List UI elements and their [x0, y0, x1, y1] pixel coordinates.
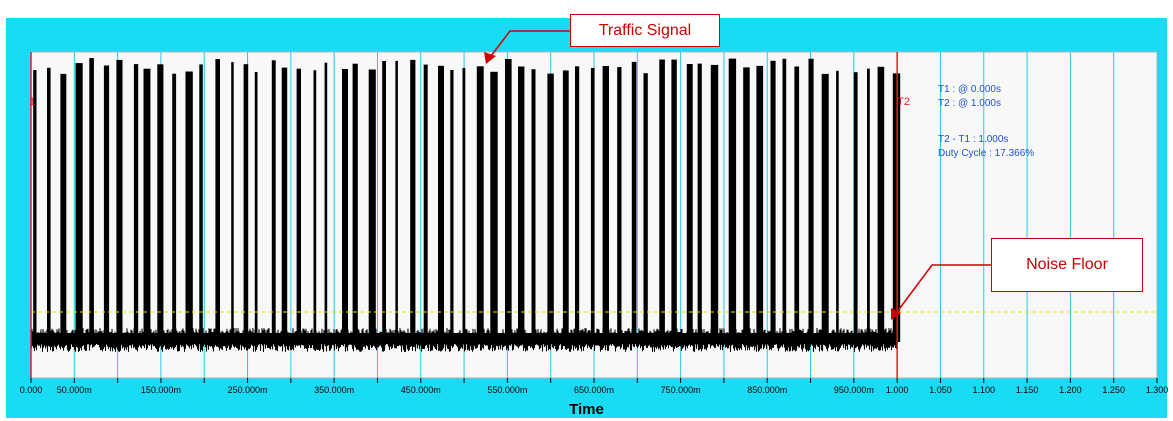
signal-burst — [47, 67, 51, 343]
x-tick-label: 850.000m — [747, 385, 787, 395]
signal-burst — [867, 68, 870, 342]
traffic-signal-arrow — [490, 30, 570, 57]
x-tick-label: 0.000 — [20, 385, 43, 395]
x-tick-label: 1.200 — [1059, 385, 1082, 395]
signal-burst — [547, 73, 554, 342]
x-axis-ticks: 0.000 50.000m 150.000m 250.000m 350.000m 450.… — [20, 378, 1169, 395]
signal-burst — [743, 67, 750, 343]
signal-burst — [296, 68, 301, 342]
duty-cycle-readout: Duty Cycle : 17.366% — [938, 148, 1035, 159]
signal-burst — [590, 67, 595, 343]
cursor-t2-label: T2 — [897, 96, 910, 108]
signal-burst — [575, 66, 580, 343]
signal-trace — [30, 58, 901, 353]
cursor-lines[interactable]: 1 T2 — [29, 52, 910, 378]
signal-burst — [324, 62, 328, 342]
x-tick-label: 350.000m — [314, 385, 354, 395]
signal-burst — [531, 69, 536, 342]
callout-arrows — [484, 30, 991, 320]
signal-burst — [671, 59, 677, 342]
signal-burst — [462, 68, 466, 342]
signal-burst — [133, 64, 139, 342]
signal-burst — [808, 58, 814, 342]
signal-burst — [518, 66, 525, 342]
x-tick-label: 950.000m — [834, 385, 874, 395]
signal-burst — [410, 59, 416, 343]
signal-burst — [172, 73, 177, 342]
signal-burst — [281, 67, 288, 342]
signal-burst — [659, 59, 665, 342]
signal-burst — [490, 71, 498, 343]
signal-burst — [313, 70, 317, 342]
x-tick-label: 1.100 — [973, 385, 996, 395]
signal-burst — [770, 60, 776, 343]
x-tick-label: 50.000m — [57, 385, 92, 395]
x-tick-label: 650.000m — [574, 385, 614, 395]
cursor-t1-readout: T1 : @ 0.000s — [938, 84, 1001, 95]
signal-burst — [697, 63, 702, 342]
signal-burst — [476, 66, 484, 343]
signal-burst — [231, 62, 234, 342]
x-tick-label: 450.000m — [401, 385, 441, 395]
signal-burst — [450, 70, 454, 342]
signal-burst — [877, 66, 885, 343]
signal-burst — [602, 66, 609, 342]
signal-burst — [853, 72, 858, 342]
signal-burst — [89, 58, 94, 342]
traffic-signal-callout: Traffic Signal — [570, 14, 720, 47]
signal-burst — [728, 58, 737, 342]
signal-burst — [60, 73, 67, 343]
x-tick-label: 1.250 — [1102, 385, 1125, 395]
signal-burst — [215, 59, 220, 342]
signal-burst — [438, 65, 444, 343]
signal-burst — [794, 66, 800, 342]
signal-burst — [821, 73, 829, 343]
x-tick-label: 1.000 — [886, 385, 909, 395]
signal-burst — [103, 65, 110, 342]
x-tick-label: 150.000m — [141, 385, 181, 395]
signal-burst — [423, 64, 428, 342]
signal-burst — [631, 61, 637, 343]
signal-burst — [75, 63, 83, 342]
cursor-t1-label: 1 — [29, 96, 35, 108]
x-tick-label: 550.000m — [487, 385, 527, 395]
x-tick-label: 750.000m — [661, 385, 701, 395]
signal-burst — [116, 59, 123, 343]
cursor-t2-readout: T2 : @ 1.000s — [938, 98, 1001, 109]
cursor-delta-readout: T2 - T1 : 1.000s — [938, 134, 1009, 145]
noise-floor-callout: Noise Floor — [991, 238, 1143, 292]
signal-burst — [562, 70, 569, 343]
signal-burst — [271, 60, 276, 343]
x-tick-label: 1.050 — [929, 385, 952, 395]
traffic-signal-arrow-head — [484, 52, 496, 64]
signal-burst — [686, 64, 693, 342]
signal-burst — [836, 70, 839, 343]
signal-burst — [710, 64, 719, 343]
signal-burst — [254, 72, 258, 342]
signal-burst — [33, 70, 37, 342]
signal-burst — [505, 59, 512, 342]
signal-burst — [395, 60, 398, 343]
signal-burst — [782, 58, 787, 343]
signal-burst — [368, 69, 376, 342]
x-tick-label: 1.300 — [1146, 385, 1169, 395]
signal-burst — [157, 64, 164, 343]
signal-burst — [342, 69, 348, 342]
signal-burst — [756, 65, 764, 343]
signal-burst — [243, 64, 249, 342]
x-axis-label: Time — [569, 401, 604, 418]
x-tick-label: 1.150 — [1016, 385, 1039, 395]
signal-burst — [643, 73, 648, 342]
signal-burst — [617, 67, 622, 342]
signal-burst — [352, 63, 358, 342]
signal-burst — [143, 68, 151, 342]
noise-floor-arrow-head — [891, 308, 901, 320]
x-tick-label: 250.000m — [228, 385, 268, 395]
signal-burst — [382, 61, 386, 342]
signal-burst — [185, 71, 193, 342]
noise-floor-arrow — [896, 264, 991, 313]
signal-burst — [199, 64, 203, 343]
